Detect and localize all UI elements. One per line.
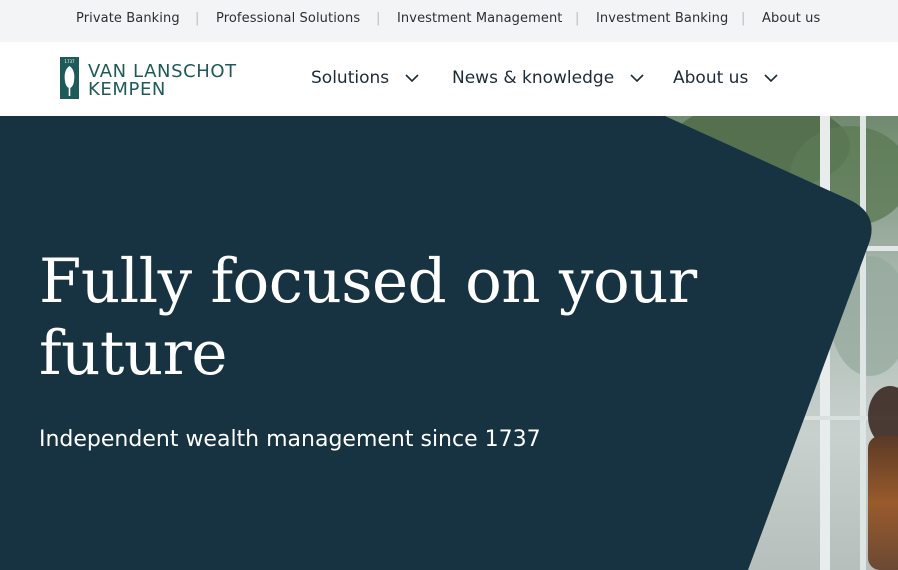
nav-item-label: News & knowledge (452, 68, 615, 88)
utility-link-investment-management[interactable]: Investment Management (397, 11, 563, 26)
nav-item-label: Solutions (311, 68, 390, 88)
utility-link-private-banking[interactable]: Private Banking (76, 11, 180, 26)
utility-link-professional-solutions[interactable]: Professional Solutions (216, 11, 361, 26)
main-navigation: 1737 VAN LANSCHOT KEMPEN Solutions News … (0, 42, 898, 116)
hero-section: Fully focused on your future Independent… (0, 116, 898, 570)
chevron-down-icon (630, 74, 644, 83)
chevron-down-icon (764, 74, 778, 83)
nav-item-news-knowledge[interactable]: News & knowledge (452, 66, 644, 90)
utility-separator: | (195, 11, 200, 26)
logo-text-line1: VAN LANSCHOT (88, 61, 237, 82)
logo-text-line2: KEMPEN (88, 79, 166, 100)
utility-separator: | (376, 11, 381, 26)
utility-separator: | (575, 11, 580, 26)
hero-title: Fully focused on your future (39, 246, 697, 389)
nav-item-solutions[interactable]: Solutions (311, 66, 419, 90)
emblem-year: 1737 (64, 59, 75, 64)
utility-separator: | (741, 11, 746, 26)
nav-item-label: About us (673, 68, 749, 88)
hero-photo (0, 116, 898, 570)
utility-link-investment-banking[interactable]: Investment Banking (596, 11, 729, 26)
utility-link-about-us[interactable]: About us (762, 11, 821, 26)
chevron-down-icon (405, 74, 419, 83)
nav-item-about-us[interactable]: About us (673, 66, 778, 90)
site-logo[interactable]: 1737 VAN LANSCHOT KEMPEN (60, 57, 260, 101)
hero-subtitle: Independent wealth management since 1737 (39, 427, 541, 452)
tree-emblem-icon: 1737 (60, 57, 79, 99)
utility-bar: Private Banking | Professional Solutions… (0, 0, 898, 42)
